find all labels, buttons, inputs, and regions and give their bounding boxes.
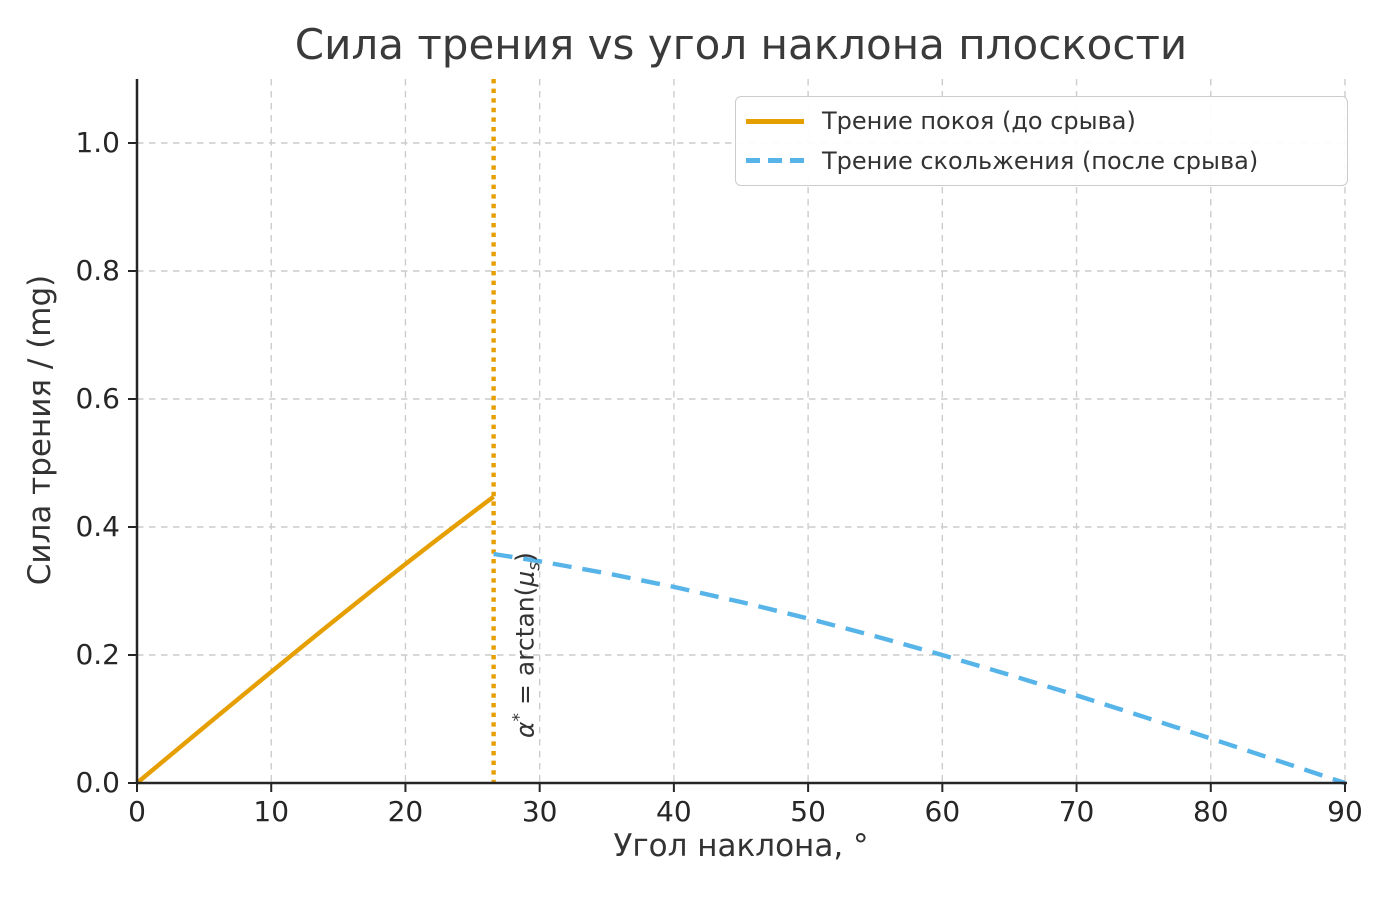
annotation-sub-s: s — [524, 561, 545, 571]
annotation-eq: = arctan( — [510, 586, 540, 713]
solid-line-swatch-icon — [746, 119, 804, 124]
y-tick-label: 0.8 — [75, 254, 120, 287]
legend-label: Трение скольжения (после срыва) — [822, 146, 1259, 175]
annotation-close: ) — [510, 552, 540, 562]
x-tick-label: 20 — [387, 795, 424, 828]
legend-item: Трение скольжения (после срыва) — [746, 142, 1337, 180]
annotation-mu: μ — [510, 570, 540, 587]
x-tick-label: 90 — [1327, 795, 1363, 828]
dashed-line-swatch-icon — [746, 158, 804, 163]
vline-annotation: α* = arctan(μs) — [509, 552, 544, 738]
x-tick-label: 0 — [128, 795, 146, 828]
legend-label: Трение покоя (до срыва) — [822, 107, 1136, 136]
x-axis-label: Угол наклона, ° — [613, 828, 869, 864]
series-line-kinetic-friction — [493, 551, 1346, 786]
legend: Трение покоя (до срыва) Трение скольжения… — [735, 96, 1348, 186]
x-tick-label: 40 — [656, 795, 692, 828]
y-axis-label: Сила трения / (mg) — [22, 274, 58, 586]
annotation-alpha: α — [510, 721, 540, 738]
x-tick-label: 10 — [253, 795, 290, 828]
chart-title: Сила трения vs угол наклона плоскости — [294, 20, 1188, 69]
x-tick-label: 80 — [1192, 795, 1229, 828]
x-tick-label: 50 — [790, 795, 826, 828]
series-line-static-friction — [135, 495, 495, 785]
y-tick-label: 0.2 — [75, 638, 120, 671]
x-tick-label: 70 — [1058, 795, 1095, 828]
x-tick-label: 60 — [924, 795, 961, 828]
annotation-star: * — [509, 712, 530, 722]
x-tick-label: 30 — [521, 795, 558, 828]
y-tick-label: 0.6 — [75, 382, 120, 415]
y-tick-label: 0.0 — [75, 766, 120, 799]
y-tick-label: 1.0 — [75, 126, 120, 159]
y-tick-label: 0.4 — [75, 510, 120, 543]
legend-item: Трение покоя (до срыва) — [746, 102, 1337, 140]
